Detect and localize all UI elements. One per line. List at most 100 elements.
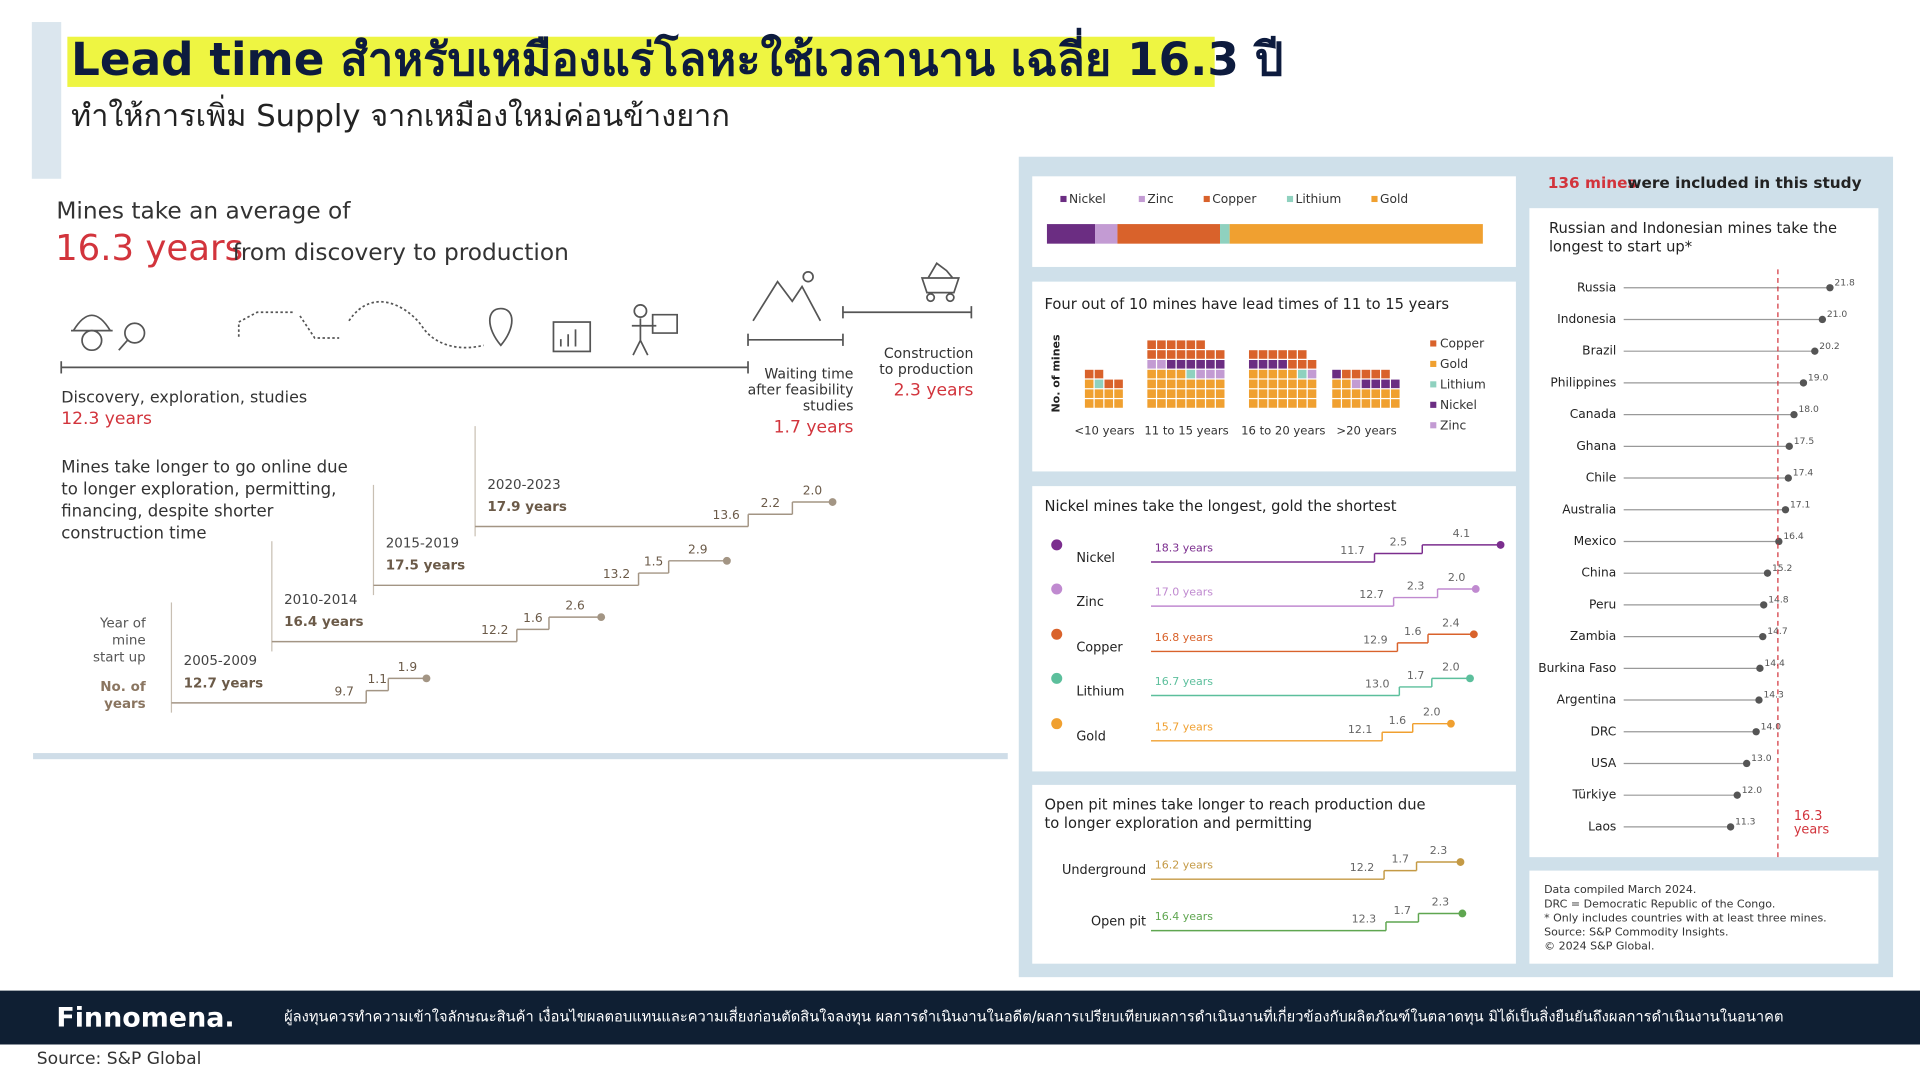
step-value-label: 1.7 bbox=[1407, 669, 1425, 682]
x-tick-label: >20 years bbox=[1336, 424, 1396, 438]
step-value-label: 12.2 bbox=[481, 623, 508, 637]
waffle-cell bbox=[1104, 379, 1114, 389]
waffle-cell bbox=[1361, 389, 1371, 398]
row-total: 16.4 years bbox=[1155, 910, 1214, 923]
waffle-cell bbox=[1166, 379, 1176, 389]
waffle-cell bbox=[1361, 369, 1371, 379]
step-value-label: 2.0 bbox=[1442, 660, 1460, 673]
x-tick-label: 16 to 20 years bbox=[1241, 424, 1325, 438]
waffle-cell bbox=[1288, 360, 1297, 369]
step-value-label: 11.7 bbox=[1340, 544, 1365, 557]
waffle-segment bbox=[1297, 369, 1307, 379]
waffle-cell bbox=[1104, 399, 1114, 408]
waffle-cell bbox=[1278, 360, 1287, 369]
study-text: were included in this study bbox=[1627, 174, 1861, 192]
waffle-cell bbox=[1114, 399, 1123, 408]
step-value-label: 1.5 bbox=[644, 555, 663, 569]
legend-label: Zinc bbox=[1440, 418, 1466, 432]
country-label: Argentina bbox=[1557, 693, 1617, 707]
end-dot bbox=[422, 674, 431, 683]
waffle-segment bbox=[1186, 369, 1196, 379]
waffle-cell bbox=[1307, 369, 1317, 379]
note: Source: S&P Commodity Insights. bbox=[1544, 925, 1728, 938]
pin-icon bbox=[488, 307, 513, 347]
step-value-label: 13.6 bbox=[713, 508, 740, 522]
waffle-cell bbox=[1215, 360, 1225, 369]
waffle-cell bbox=[1196, 369, 1205, 379]
mountain-icon bbox=[752, 280, 822, 322]
waffle-cell bbox=[1084, 399, 1094, 408]
waffle-cell bbox=[1258, 389, 1268, 398]
average-text: 16.3 years bbox=[55, 228, 243, 269]
lollipop-dot bbox=[1759, 632, 1767, 641]
country-label: Brazil bbox=[1582, 344, 1616, 358]
row-total: 17.0 years bbox=[1155, 586, 1214, 599]
country-label: Philippines bbox=[1550, 375, 1616, 389]
legend-label: Copper bbox=[1212, 192, 1257, 206]
value-label: 16.4 bbox=[1783, 531, 1804, 542]
waffle-cell bbox=[1147, 350, 1156, 359]
end-dot bbox=[1471, 585, 1480, 593]
waffle-cell bbox=[1196, 340, 1205, 349]
lollipop-dot bbox=[1760, 601, 1768, 609]
legend-label: Gold bbox=[1440, 357, 1468, 371]
legend-swatch bbox=[1430, 401, 1437, 408]
period-label: 2015-2019 bbox=[386, 537, 459, 552]
waffle-cell bbox=[1332, 399, 1341, 408]
chart-title: to longer exploration and permitting bbox=[1044, 815, 1312, 832]
row-total: 18.3 years bbox=[1155, 542, 1214, 555]
magnifier-icon bbox=[124, 322, 146, 344]
chart-note: Mines take longer to go online due bbox=[61, 457, 348, 476]
waffle-cell bbox=[1166, 399, 1176, 408]
intro-end-text: from discovery to production bbox=[233, 239, 569, 266]
row-label: Open pit bbox=[1091, 915, 1146, 930]
waffle-cell bbox=[1166, 340, 1176, 349]
step-value-label: 12.9 bbox=[1363, 633, 1388, 646]
lollipop-dot bbox=[1799, 379, 1808, 387]
waffle-cell bbox=[1084, 379, 1094, 389]
waffle-cell bbox=[1258, 350, 1268, 359]
row-label: Underground bbox=[1062, 863, 1146, 878]
waffle-cell bbox=[1248, 360, 1258, 369]
waffle-cell bbox=[1176, 379, 1186, 389]
footer-logo: Finnomena. bbox=[56, 1002, 234, 1033]
row-total: 16.8 years bbox=[1155, 631, 1214, 644]
waffle-cell bbox=[1361, 399, 1371, 408]
legend-swatch bbox=[1371, 195, 1378, 203]
lollipop-dot bbox=[1733, 791, 1741, 799]
waffle-cell bbox=[1186, 360, 1196, 369]
waffle-cell bbox=[1206, 360, 1215, 369]
waffle-cell bbox=[1084, 369, 1094, 379]
waffle-cell bbox=[1258, 379, 1268, 389]
bar-segment bbox=[1220, 224, 1230, 244]
waffle-cell bbox=[1391, 399, 1400, 408]
note: Data compiled March 2024. bbox=[1544, 883, 1696, 896]
legend-label: Copper bbox=[1440, 337, 1485, 351]
waffle-cell bbox=[1196, 360, 1205, 369]
waffle-cell bbox=[1248, 399, 1258, 408]
waffle-cell bbox=[1147, 399, 1156, 408]
value-label: 21.8 bbox=[1834, 277, 1855, 288]
waffle-cell bbox=[1206, 369, 1215, 379]
waffle-cell bbox=[1196, 350, 1205, 359]
step-value-label: 13.0 bbox=[1365, 677, 1390, 690]
waffle-cell bbox=[1307, 389, 1317, 398]
end-dot bbox=[1469, 630, 1478, 639]
waffle-cell bbox=[1166, 360, 1176, 369]
lollipop-dot bbox=[1790, 410, 1798, 419]
waffle-cell bbox=[1288, 369, 1297, 379]
helmet-icon bbox=[71, 314, 113, 332]
waffle-cell bbox=[1157, 350, 1166, 359]
legend-dot bbox=[1051, 539, 1063, 551]
waffle-cell bbox=[1268, 360, 1278, 369]
chart-note: construction time bbox=[61, 523, 206, 542]
waffle-cell bbox=[1258, 399, 1268, 408]
period-total: 17.5 years bbox=[386, 559, 465, 574]
period-total: 16.4 years bbox=[284, 615, 363, 630]
waffle-cell bbox=[1278, 399, 1287, 408]
waffle-cell bbox=[1351, 369, 1361, 379]
waffle-cell bbox=[1147, 389, 1156, 398]
step-value-label: 1.7 bbox=[1393, 904, 1411, 917]
waffle-cell bbox=[1147, 379, 1156, 389]
